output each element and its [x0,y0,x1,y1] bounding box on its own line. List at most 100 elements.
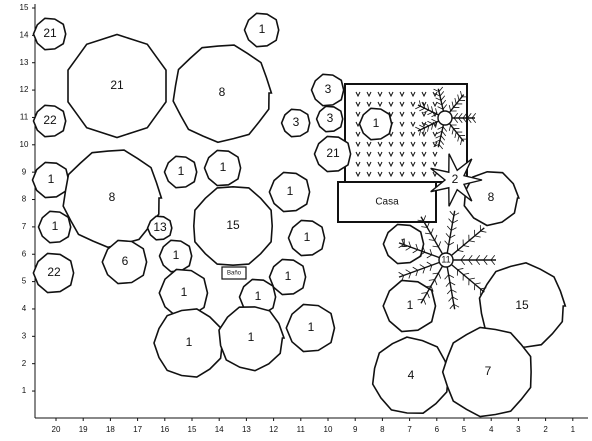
plant [172,44,273,144]
palm-leaflet [425,285,432,288]
plant-label: 6 [122,254,129,268]
palm-leaflet [421,226,428,228]
pattern-mark [355,141,361,148]
palm-frond [398,259,447,278]
pattern-mark [399,171,405,178]
x-tick-label: 20 [52,425,61,434]
palm-leaflet [412,249,419,254]
palm-frond [398,242,447,261]
pattern-mark [366,171,372,178]
pattern-mark [399,121,405,128]
plant-label: 1 [285,269,292,283]
palm-leaflet [460,255,466,261]
palm-leaflet [431,106,434,113]
pattern-mark [399,91,405,98]
palm-leaflet [419,124,425,129]
palm-leaflet [452,296,458,301]
pattern-mark [355,131,361,138]
x-tick-label: 3 [516,425,521,434]
palm-leaflet [426,221,430,228]
plant [243,12,280,48]
y-tick-label: 3 [22,331,27,340]
pattern-mark [377,151,383,158]
x-tick-label: 5 [462,425,467,434]
palm-leaflet [468,277,475,280]
palm-leaflet [434,234,438,241]
palm-leaflet [440,135,446,141]
palm-leaflet [451,128,454,135]
palm-leaflet [423,122,429,127]
plant [101,239,148,285]
plant-label: 22 [47,265,61,279]
palm-frond [420,216,447,261]
plant [310,73,345,107]
plant [37,210,72,244]
pattern-mark [355,151,361,158]
palm-leaflet [471,117,477,123]
palm-leaflet [462,113,468,119]
palm-leaflet [449,281,456,286]
palm-leaflet [463,245,470,248]
palm-leaflet [429,249,433,255]
palm-leaflet [463,272,470,275]
palm-leaflet [429,265,433,271]
palm-leaflet [451,227,457,231]
pattern-mark [432,161,438,168]
palm-leaflet [444,274,449,280]
palm-leaflet [417,219,424,222]
palm-leaflet [457,135,460,142]
pattern-mark [410,91,416,98]
plant [287,219,326,257]
plant [315,105,344,133]
palm-leaflet [423,109,429,114]
pattern-mark [377,91,383,98]
palm-leaflet [475,259,481,265]
pattern-mark [377,141,383,148]
palm-leaflet [401,275,405,282]
palm-leaflet [454,97,457,105]
plant-label: 21 [110,78,124,92]
palm-leaflet [457,249,464,252]
y-tick-label: 10 [20,140,29,149]
palm-frond [445,210,456,261]
palm-leaflet [430,228,434,235]
pattern-mark [388,151,394,158]
palm-leaflet [445,281,451,287]
pattern-mark [399,111,405,118]
palm-leaflet [468,240,475,243]
palm-leaflet [448,274,455,278]
x-tick-label: 2 [543,425,548,434]
palm-leaflet [474,282,481,285]
palm-leaflet [448,242,455,246]
plant-label: 1 [373,116,380,130]
plant-label: 15 [515,298,529,312]
palm-leaflet [405,269,411,274]
plant-label: 1 [186,335,193,349]
y-tick-label: 2 [22,359,27,368]
y-tick-label: 9 [22,167,27,176]
palm-leaflet [408,272,412,279]
plant-label: 22 [43,113,57,127]
pattern-mark [355,111,361,118]
pattern-mark [421,131,427,138]
plant-label: 3 [327,111,334,125]
palm-leaflet [440,95,446,101]
palm-leaflet [436,130,443,135]
x-tick-label: 19 [79,425,88,434]
palm-leaflet [448,296,453,302]
palm-leaflet [418,129,422,136]
plant-label: 1 [304,230,311,244]
palm-leaflet [448,105,452,112]
palm-leaflet [430,285,434,292]
palm-leaflet [444,240,449,246]
plant-label: 1 [407,298,414,312]
bath-label: Baño [227,271,242,277]
plant [192,185,274,267]
pattern-mark [410,161,416,168]
pattern-mark [355,161,361,168]
plant [163,155,198,189]
palm-leaflet [435,121,438,128]
palm-leaflet [442,126,448,132]
plant-label: 1 [48,172,55,186]
pattern-mark [388,111,394,118]
